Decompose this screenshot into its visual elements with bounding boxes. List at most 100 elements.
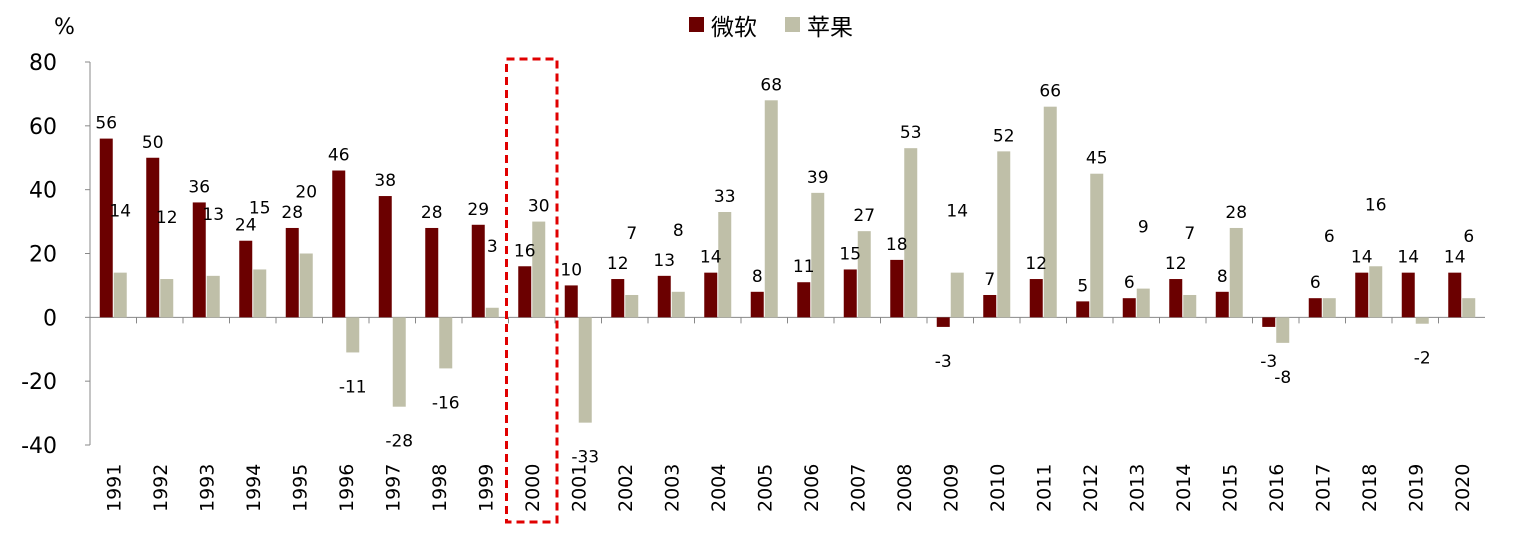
- data-label-series-0: 56: [95, 114, 117, 134]
- data-label-series-0: -3: [1260, 352, 1277, 372]
- data-label-series-0: 18: [886, 235, 908, 255]
- data-label-series-0: 15: [839, 244, 861, 264]
- data-label-series-0: 24: [235, 216, 257, 236]
- data-label-series-1: 6: [1463, 227, 1474, 247]
- x-tick-label: 2016: [1266, 464, 1288, 512]
- data-label-series-1: 53: [900, 123, 922, 143]
- bar-series-1: [1090, 173, 1104, 318]
- data-label-series-1: 20: [295, 183, 317, 203]
- data-label-series-0: 8: [1217, 267, 1228, 287]
- bar-series-1: [1276, 317, 1290, 343]
- bar-series-1: [1229, 227, 1243, 318]
- legend-label-series-1: 苹果: [807, 15, 853, 41]
- bar-series-0: [1169, 279, 1183, 318]
- data-label-series-0: 29: [467, 200, 489, 220]
- data-label-series-1: 8: [673, 221, 684, 241]
- data-label-series-0: 6: [1310, 273, 1321, 293]
- data-label-series-1: 7: [1184, 224, 1195, 244]
- data-label-series-1: 66: [1039, 82, 1061, 102]
- data-label-series-0: 8: [752, 267, 763, 287]
- bar-series-1: [857, 231, 871, 318]
- data-label-series-1: 30: [528, 197, 550, 217]
- bar-series-1: [578, 317, 592, 423]
- bar-series-1: [904, 148, 918, 318]
- data-label-series-0: 38: [374, 171, 396, 191]
- highlight-rectangle: [505, 57, 559, 524]
- bar-series-0: [285, 227, 299, 318]
- data-label-series-0: 12: [1165, 254, 1187, 274]
- bar-series-0: [146, 157, 160, 318]
- data-label-series-0: 5: [1077, 276, 1088, 296]
- data-label-series-1: 3: [487, 237, 498, 257]
- data-label-series-1: 14: [946, 202, 968, 222]
- x-tick-label: 2012: [1080, 464, 1102, 512]
- data-label-series-1: 33: [714, 187, 736, 207]
- data-label-series-1: -8: [1274, 368, 1291, 388]
- bar-series-0: [750, 291, 764, 318]
- x-tick-label: 2004: [708, 464, 730, 512]
- bar-series-1: [160, 279, 174, 318]
- x-tick-label: 1996: [336, 464, 358, 512]
- y-tick-label: -40: [21, 434, 57, 459]
- x-tick-label: 1991: [103, 464, 125, 512]
- legend-label-series-0: 微软: [711, 15, 757, 41]
- x-tick-label: 2011: [1033, 464, 1055, 512]
- bars: [99, 100, 1476, 423]
- bar-series-0: [564, 285, 578, 318]
- data-label-series-0: 14: [1397, 248, 1419, 268]
- bar-series-1: [299, 253, 313, 318]
- x-tick-label: 2008: [894, 464, 916, 512]
- x-tick-label: 2003: [661, 464, 683, 512]
- data-label-series-0: 36: [188, 177, 210, 197]
- data-label-series-1: 27: [853, 206, 875, 226]
- bar-series-0: [192, 202, 206, 318]
- x-tick-label: 2020: [1452, 464, 1474, 512]
- y-tick-label: 60: [29, 115, 57, 140]
- y-tick-label: -20: [21, 370, 57, 395]
- data-label-series-1: 14: [109, 202, 131, 222]
- data-label-series-0: 14: [700, 248, 722, 268]
- bar-series-1: [1369, 266, 1383, 318]
- data-label-series-1: 12: [156, 208, 178, 228]
- data-label-series-1: 15: [249, 198, 271, 218]
- bar-series-1: [206, 275, 220, 318]
- bar-series-0: [425, 227, 439, 318]
- data-label-series-0: 28: [421, 203, 443, 223]
- x-tick-label: 2007: [847, 464, 869, 512]
- x-tick-label: 1993: [196, 464, 218, 512]
- data-label-series-1: 45: [1086, 149, 1108, 169]
- bar-series-1: [1043, 106, 1057, 318]
- highlight-box: [505, 57, 559, 524]
- bar-series-0: [1262, 317, 1276, 327]
- x-axis: 1991 1992 1993 1994 1995 1996 1997 1998 1999 2000…: [89, 316, 1485, 512]
- x-tick-label: 1998: [429, 464, 451, 512]
- bar-series-1: [113, 272, 127, 318]
- data-label-series-0: 14: [1351, 248, 1373, 268]
- bar-series-1: [532, 221, 546, 318]
- data-label-series-0: 46: [328, 146, 350, 166]
- x-tick-label: 2014: [1173, 464, 1195, 512]
- data-label-series-0: 16: [514, 241, 536, 261]
- x-tick-label: 2013: [1126, 464, 1148, 512]
- data-label-series-1: 9: [1138, 218, 1149, 238]
- data-label-series-1: 68: [760, 75, 782, 95]
- data-label-series-0: 13: [653, 251, 675, 271]
- bar-series-0: [518, 266, 532, 318]
- data-label-series-1: -2: [1414, 349, 1431, 369]
- bar-series-0: [983, 294, 997, 318]
- bar-series-0: [332, 170, 346, 318]
- x-tick-label: 2000: [522, 464, 544, 512]
- data-label-series-0: 10: [560, 260, 582, 280]
- x-tick-label: 1999: [475, 464, 497, 512]
- bar-series-0: [1401, 272, 1415, 318]
- data-label-series-0: 12: [1025, 254, 1047, 274]
- data-label-series-0: 14: [1444, 248, 1466, 268]
- data-label-series-1: -33: [571, 448, 599, 468]
- bar-series-0: [936, 317, 950, 327]
- bar-series-1: [997, 151, 1011, 318]
- data-label-series-1: 16: [1365, 195, 1387, 215]
- legend-swatch-series-0: [689, 17, 704, 32]
- bar-series-0: [890, 259, 904, 318]
